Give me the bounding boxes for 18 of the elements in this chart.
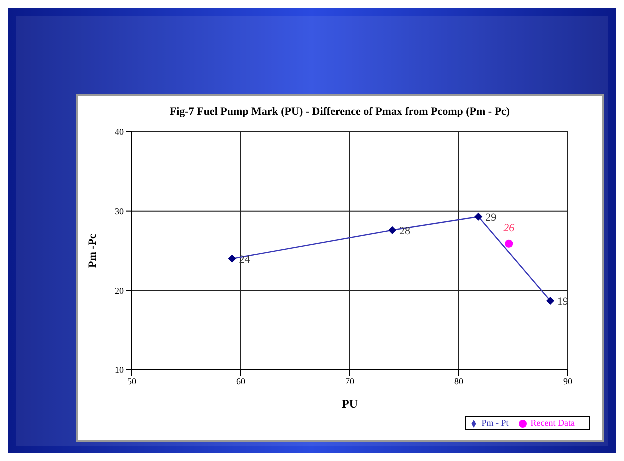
y-tick-label: 10 [115, 365, 124, 376]
point [505, 240, 514, 248]
data-label: 26 [504, 222, 516, 234]
y-tick-label: 40 [115, 127, 124, 138]
x-axis-title: PU [342, 397, 358, 411]
x-tick-label: 80 [454, 376, 464, 386]
legend-label: Pm - Pt [482, 418, 509, 428]
y-tick-label: 30 [115, 206, 124, 217]
y-axis-title: Pm -Pc [86, 234, 99, 268]
legend-label: Recent Data [530, 418, 575, 428]
chart-title: Fig-7 Fuel Pump Mark (PU) - Difference of Pmax from Pcomp (Pm - Pc) [168, 106, 512, 118]
data-label: 29 [486, 212, 498, 224]
x-tick-label: 50 [128, 376, 137, 386]
x-tick-label: 70 [346, 376, 355, 386]
data-label: 28 [400, 225, 412, 238]
x-tick-label: 60 [236, 376, 246, 386]
y-tick-label: 20 [115, 286, 124, 296]
x-tick-label: 90 [564, 376, 573, 386]
